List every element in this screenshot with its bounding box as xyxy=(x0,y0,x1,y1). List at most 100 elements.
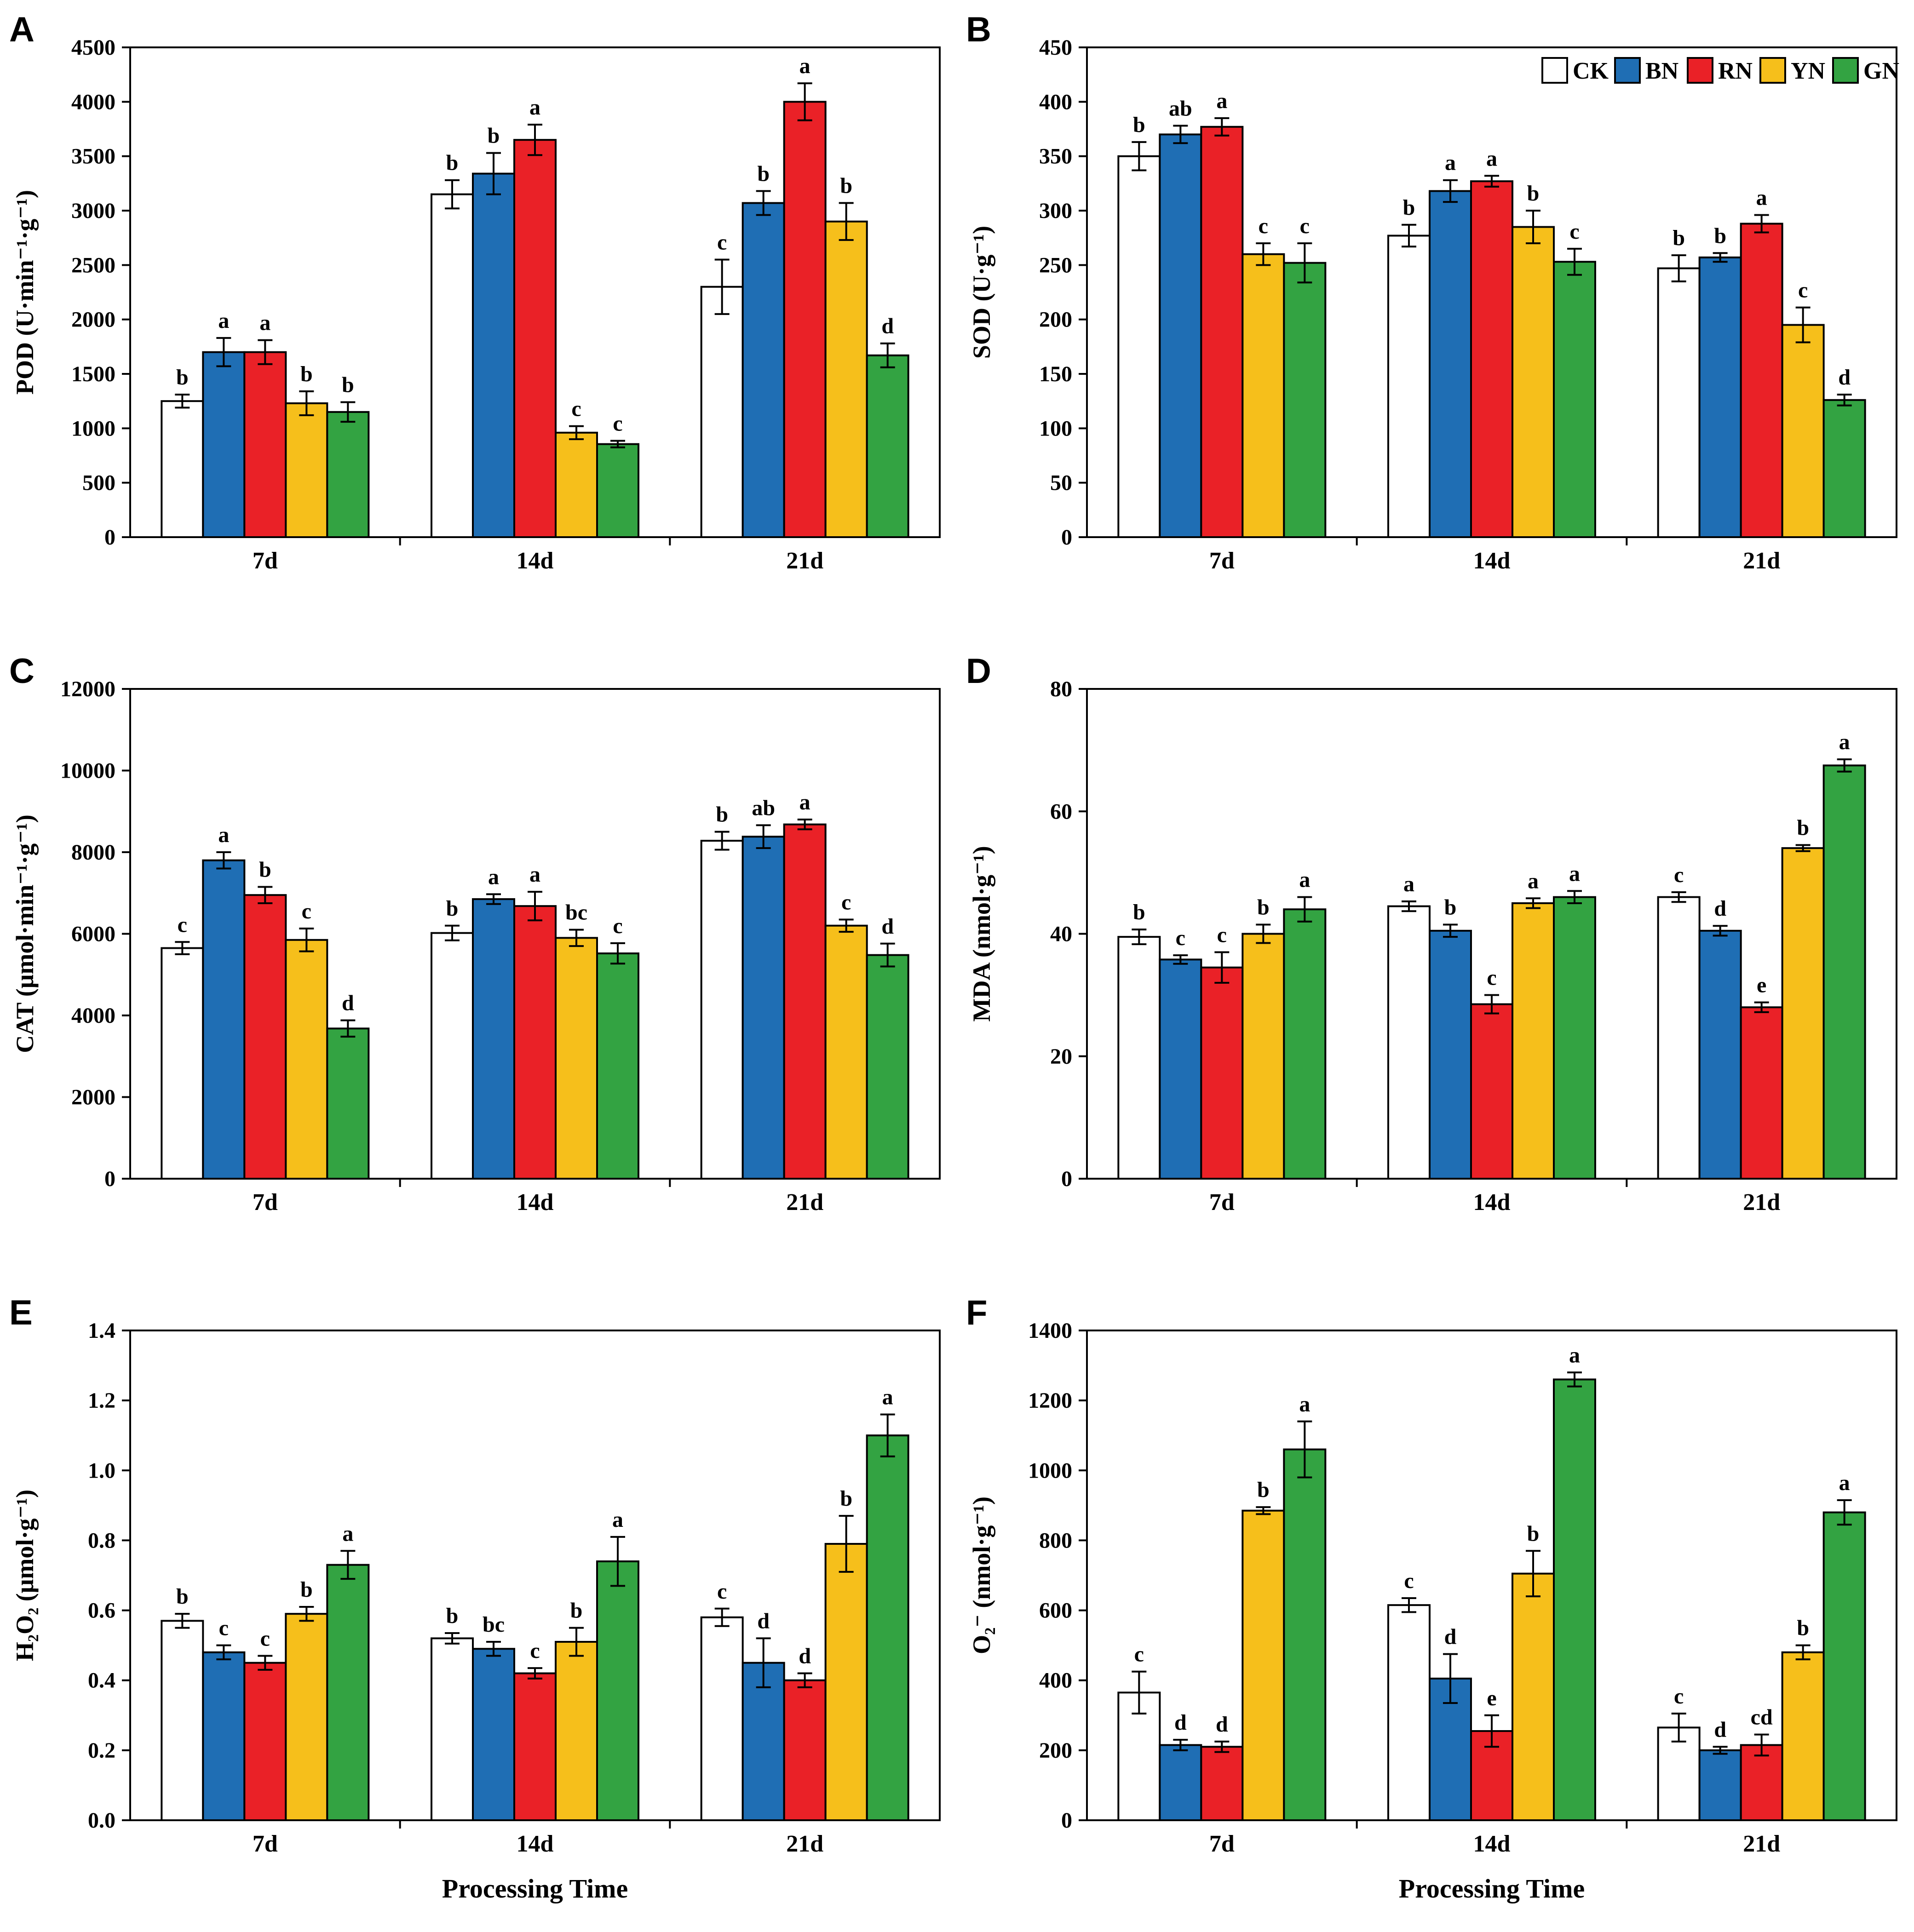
sig-letter: a xyxy=(1403,872,1414,896)
bar-yn-21d xyxy=(1781,1651,1825,1821)
bar-yn-14d xyxy=(555,937,598,1180)
y-tick-label: 1200 xyxy=(1028,1388,1072,1413)
sig-letter: a xyxy=(218,823,229,847)
x-tick-label: 14d xyxy=(1473,548,1511,574)
y-tick-label: 1500 xyxy=(71,362,115,386)
bar-yn-7d xyxy=(1242,1509,1285,1821)
sig-letter: a xyxy=(882,1385,893,1410)
legend-label-ck: CK xyxy=(1573,58,1609,84)
bar-rn-7d xyxy=(243,351,287,539)
bar-rn-21d xyxy=(783,101,827,539)
bar-gn-14d xyxy=(1553,1378,1596,1821)
x-tick-label: 7d xyxy=(253,1831,278,1857)
y-tick-label: 0.2 xyxy=(88,1738,115,1763)
bar-ck-7d xyxy=(161,1620,204,1822)
legend-swatch-bn xyxy=(1614,57,1641,84)
sig-letter: b xyxy=(1403,195,1415,220)
bar-gn-21d xyxy=(866,954,909,1180)
sig-letter: b xyxy=(300,362,313,386)
sig-letter: b xyxy=(446,151,459,175)
bar-yn-14d xyxy=(555,1641,598,1821)
x-tick-label: 14d xyxy=(1473,1831,1511,1857)
sig-letter: c xyxy=(219,1616,229,1640)
panel-e-h2o2-chart: E H₂O₂ (μmol·g⁻¹) 0.0 0.2 0.4 0.6 0.8 1.0 1.2 1.4… xyxy=(4,1287,954,1928)
bar-ck-14d xyxy=(1387,905,1431,1180)
bar-ck-14d xyxy=(431,932,474,1180)
sig-letter: c xyxy=(613,914,622,938)
x-tick-label: 14d xyxy=(517,1189,554,1215)
bar-gn-7d xyxy=(326,1027,370,1180)
y-tick-label: 0 xyxy=(1061,1808,1072,1833)
x-axis-title: Processing Time xyxy=(442,1874,628,1903)
sig-letter: b xyxy=(1133,900,1145,924)
sig-letter: a xyxy=(259,311,270,335)
bar-gn-21d xyxy=(1822,399,1866,538)
y-tick-label: 400 xyxy=(1039,90,1072,114)
bar-rn-14d xyxy=(513,139,557,538)
y-axis-title: SOD (U·g⁻¹) xyxy=(968,226,995,359)
sig-letter: d xyxy=(1714,896,1726,921)
sig-letter: a xyxy=(1299,868,1310,892)
y-tick-label: 0.4 xyxy=(88,1668,115,1693)
sig-letter: d xyxy=(1714,1717,1726,1742)
bar-yn-21d xyxy=(824,220,868,538)
sig-letter: d xyxy=(1174,1710,1187,1735)
sig-letter: b xyxy=(1527,181,1540,206)
sig-letter: c xyxy=(1569,219,1579,244)
bar-yn-14d xyxy=(555,431,598,538)
sig-letter: c xyxy=(613,412,622,436)
y-tick-label: 200 xyxy=(1039,308,1072,332)
panel-letter: E xyxy=(9,1293,33,1332)
sig-letter: b xyxy=(716,803,728,827)
sig-letter: a xyxy=(529,95,540,120)
bar-ck-14d xyxy=(431,1637,474,1822)
sig-letter: d xyxy=(799,1644,811,1668)
sig-letter: a xyxy=(612,1508,623,1532)
y-tick-label: 80 xyxy=(1050,677,1072,701)
bar-rn-14d xyxy=(513,1672,557,1821)
sig-letter: cd xyxy=(1751,1705,1773,1730)
panel-letter: C xyxy=(9,652,34,691)
y-tick-label: 1.4 xyxy=(88,1319,115,1343)
sig-letter: b xyxy=(840,173,852,198)
bar-rn-14d xyxy=(1470,1003,1513,1180)
sig-letter: e xyxy=(1757,973,1766,998)
bar-gn-21d xyxy=(866,354,909,538)
sig-letter: d xyxy=(881,914,894,939)
legend-swatch-yn xyxy=(1759,57,1786,84)
sig-letter: c xyxy=(1798,278,1808,303)
y-tick-label: 4000 xyxy=(71,90,115,114)
bar-ck-7d xyxy=(161,400,204,539)
bar-bn-14d xyxy=(1429,190,1472,538)
bar-bn-14d xyxy=(472,898,515,1180)
sig-letter: b xyxy=(488,124,500,148)
axis-frame xyxy=(1086,688,1897,1180)
axis-frame xyxy=(129,1330,941,1821)
sig-letter: c xyxy=(530,1639,540,1663)
bar-yn-7d xyxy=(285,402,328,539)
panel-letter: A xyxy=(9,10,34,49)
bar-bn-7d xyxy=(1159,1744,1202,1821)
bar-yn-7d xyxy=(1242,933,1285,1180)
sig-letter: c xyxy=(1674,1684,1684,1708)
x-axis-title: Processing Time xyxy=(1399,1874,1585,1903)
bar-rn-7d xyxy=(1200,126,1244,538)
y-tick-label: 1.2 xyxy=(88,1388,115,1413)
panel-b-sod-chart: B SOD (U·g⁻¹) 0 50 100 150 200 250 300 350 400 450 7… xyxy=(960,4,1910,645)
bar-gn-14d xyxy=(596,443,639,539)
y-tick-label: 150 xyxy=(1039,362,1072,386)
y-tick-label: 800 xyxy=(1039,1528,1072,1553)
sig-letter: a xyxy=(1756,185,1767,210)
bar-yn-7d xyxy=(285,1613,328,1822)
x-tick-label: 21d xyxy=(786,1189,823,1215)
bar-ck-21d xyxy=(1657,267,1701,538)
bar-bn-14d xyxy=(472,172,515,538)
y-tick-label: 10000 xyxy=(60,759,115,783)
legend-swatch-ck xyxy=(1541,57,1568,84)
sig-letter: e xyxy=(1487,1686,1496,1710)
x-tick-label: 7d xyxy=(1209,1831,1235,1857)
y-tick-label: 60 xyxy=(1050,799,1072,824)
bar-ck-7d xyxy=(161,947,204,1180)
bar-bn-21d xyxy=(741,202,785,538)
sig-letter: a xyxy=(1839,730,1850,754)
